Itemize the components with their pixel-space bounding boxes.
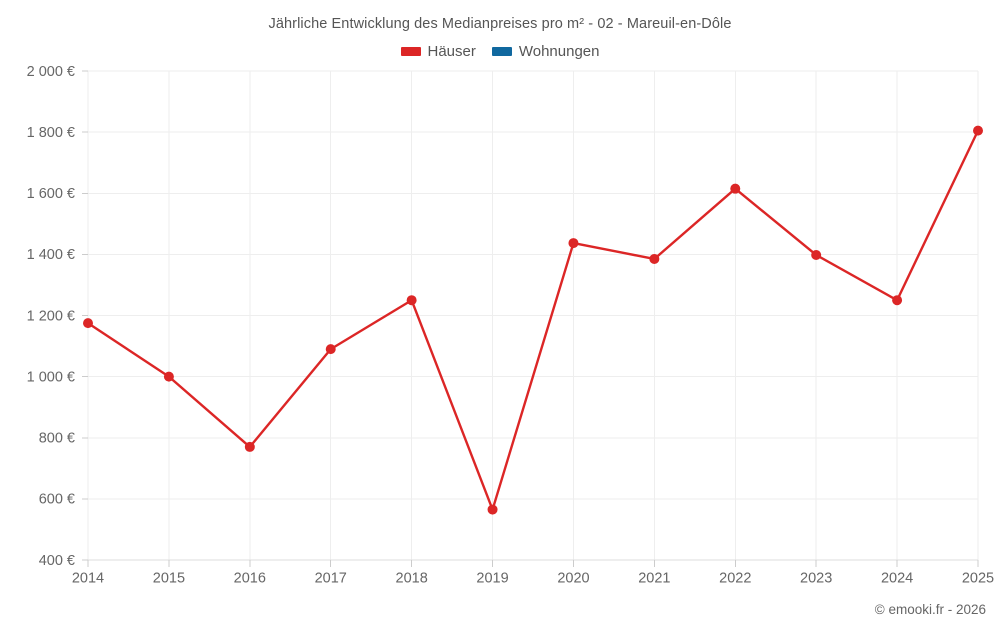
data-point-marker[interactable] — [163, 371, 174, 382]
x-axis-tick-label: 2023 — [800, 571, 832, 587]
x-axis-tick-label: 2025 — [962, 571, 994, 587]
data-point-marker[interactable] — [487, 504, 498, 515]
footer-credit: © emooki.fr - 2026 — [874, 602, 986, 617]
data-point-marker[interactable] — [892, 295, 903, 306]
y-axis-tick-label: 1 400 € — [27, 247, 75, 263]
data-point-marker[interactable] — [811, 249, 822, 260]
x-axis-tick-label: 2015 — [153, 571, 185, 587]
y-axis-tick-label: 1 600 € — [27, 186, 75, 202]
y-axis-tick-label: 800 € — [39, 431, 75, 447]
x-axis-tick-label: 2024 — [881, 571, 913, 587]
x-axis-tick-label: 2019 — [476, 571, 508, 587]
legend-label-hauser: Häuser — [427, 43, 476, 60]
data-point-marker[interactable] — [568, 238, 579, 249]
x-axis-tick-label: 2021 — [638, 571, 670, 587]
gridlines-group — [87, 70, 979, 561]
y-axis-tick-label: 1 200 € — [27, 308, 75, 324]
legend-item-wohnungen[interactable]: Wohnungen — [491, 43, 600, 60]
series-line-häuser — [86, 129, 980, 511]
x-axis-ticks: 2014 2015 2016 2017 2018 2019 2020 2021 2022 2023… — [72, 560, 994, 587]
chart-title: Jährliche Entwicklung des Medianpreises … — [268, 16, 732, 32]
data-point-marker[interactable] — [730, 183, 741, 194]
x-axis-tick-label: 2018 — [396, 571, 428, 587]
x-axis-tick-label: 2020 — [557, 571, 589, 587]
y-axis-tick-label: 2 000 € — [27, 64, 75, 80]
data-point-marker[interactable] — [244, 441, 255, 452]
y-axis-tick-label: 1 800 € — [27, 125, 75, 141]
data-point-marker[interactable] — [325, 344, 336, 355]
x-axis-tick-label: 2014 — [72, 571, 104, 587]
data-point-marker[interactable] — [406, 295, 417, 306]
y-axis-tick-label: 600 € — [39, 492, 75, 508]
data-point-marker[interactable] — [83, 318, 93, 329]
legend-item-hauser[interactable]: Häuser — [400, 43, 476, 60]
x-axis-tick-label: 2022 — [719, 571, 751, 587]
data-point-marker[interactable] — [649, 253, 660, 264]
legend-label-wohnungen: Wohnungen — [518, 43, 600, 60]
chart-legend: Häuser Wohnungen — [0, 44, 1000, 59]
legend-color-swatch-icon — [400, 47, 421, 56]
y-axis-tick-label: 400 € — [39, 553, 75, 569]
y-axis-ticks: 400 € 600 € 800 € 1 000 € 1 200 € 1 400 € 1 60… — [27, 64, 88, 569]
y-axis-tick-label: 1 000 € — [27, 369, 75, 385]
data-series-group — [83, 125, 983, 515]
legend-color-swatch-icon — [491, 47, 512, 56]
x-axis-tick-label: 2017 — [315, 571, 347, 587]
x-axis-tick-label: 2016 — [234, 571, 266, 587]
data-point-marker[interactable] — [973, 125, 983, 136]
